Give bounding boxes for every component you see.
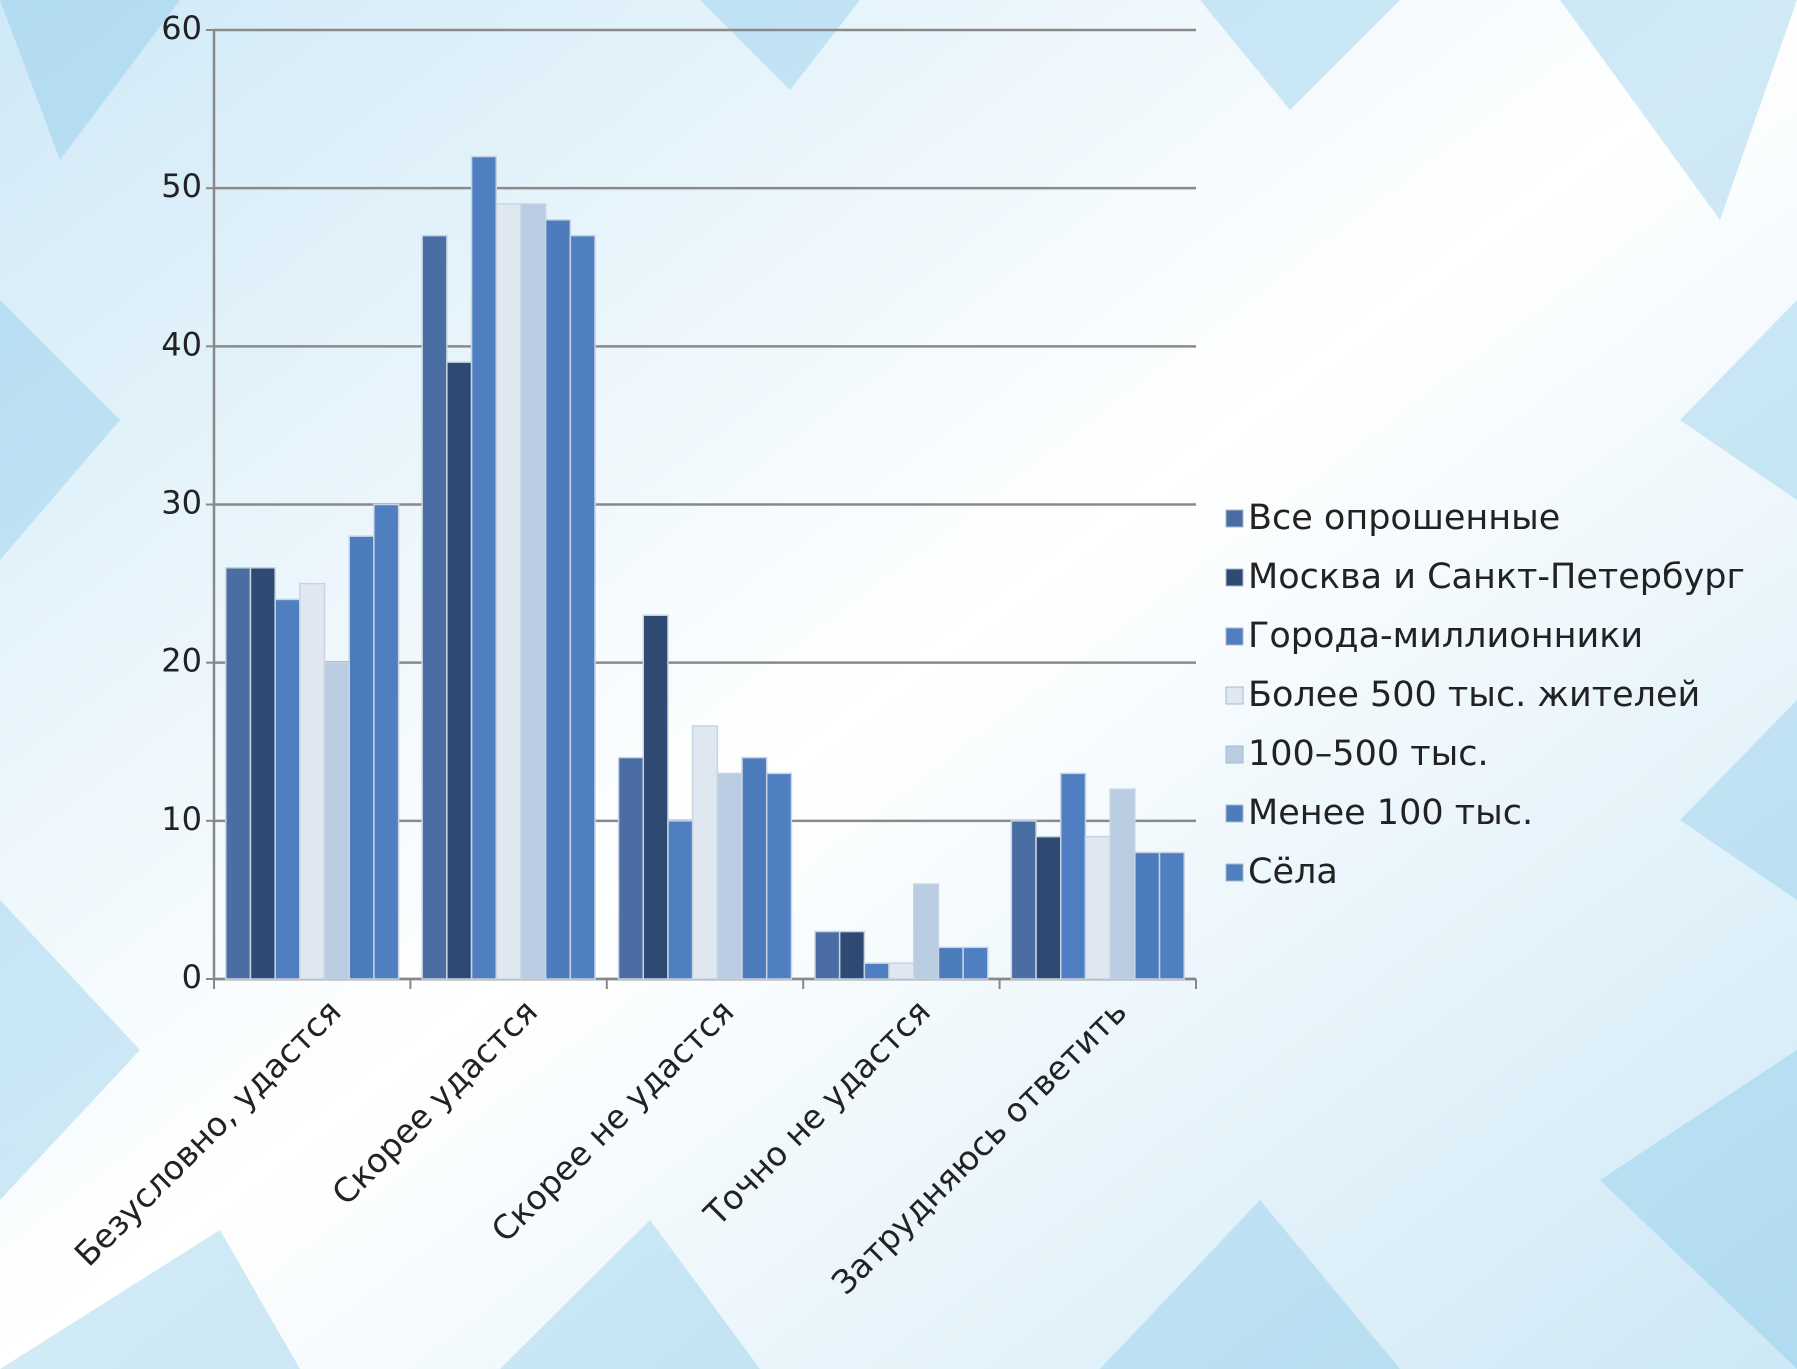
legend-label: Москва и Санкт-Петербург — [1248, 557, 1745, 597]
bar — [421, 234, 448, 980]
legend-swatch — [1225, 509, 1244, 528]
bar — [544, 219, 572, 980]
legend-label: Менее 100 тыс. — [1248, 793, 1533, 833]
bar — [348, 535, 375, 980]
bar — [667, 820, 694, 980]
legend-swatch — [1225, 686, 1244, 705]
bar — [1158, 851, 1185, 980]
bar — [765, 772, 793, 980]
bar — [838, 930, 866, 980]
bar — [520, 203, 547, 980]
legend-swatch — [1225, 627, 1244, 646]
bar — [912, 883, 940, 980]
bar — [863, 962, 890, 980]
bar — [1060, 772, 1087, 980]
bar — [299, 582, 326, 980]
bar — [470, 155, 498, 980]
bar — [962, 946, 989, 980]
legend-swatch — [1225, 745, 1244, 764]
bar — [1109, 788, 1136, 980]
bar — [1134, 851, 1161, 980]
bar — [495, 203, 522, 980]
bar — [1010, 820, 1037, 980]
bar — [249, 567, 276, 980]
bar — [225, 567, 252, 980]
bar — [1084, 835, 1111, 980]
legend-label: Сёла — [1248, 852, 1338, 892]
legend-swatch — [1225, 863, 1244, 882]
bar — [814, 930, 841, 980]
bar — [617, 756, 645, 980]
legend-swatch — [1225, 568, 1244, 587]
y-tick-label: 10 — [161, 800, 202, 838]
bar — [274, 598, 301, 980]
bar — [741, 756, 768, 980]
y-tick-label: 40 — [161, 325, 202, 363]
bar — [937, 946, 964, 980]
y-tick-label: 60 — [161, 9, 202, 47]
bar — [373, 503, 400, 980]
legend-swatch — [1225, 804, 1244, 823]
legend-label: 100–500 тыс. — [1248, 734, 1489, 774]
bar — [569, 234, 596, 980]
y-tick-label: 20 — [161, 642, 202, 680]
legend-label: Все опрошенные — [1248, 498, 1560, 538]
y-tick-label: 50 — [161, 167, 202, 205]
bar — [888, 962, 915, 980]
bar — [691, 725, 719, 980]
y-tick-label: 0 — [182, 958, 202, 996]
legend-label: Города-миллионники — [1248, 616, 1643, 656]
bar — [716, 772, 743, 980]
bar — [323, 661, 350, 980]
bar — [642, 614, 669, 980]
legend-label: Более 500 тыс. жителей — [1248, 675, 1700, 715]
y-tick-label: 30 — [161, 484, 202, 522]
bar — [446, 361, 473, 980]
bar — [1035, 835, 1062, 980]
